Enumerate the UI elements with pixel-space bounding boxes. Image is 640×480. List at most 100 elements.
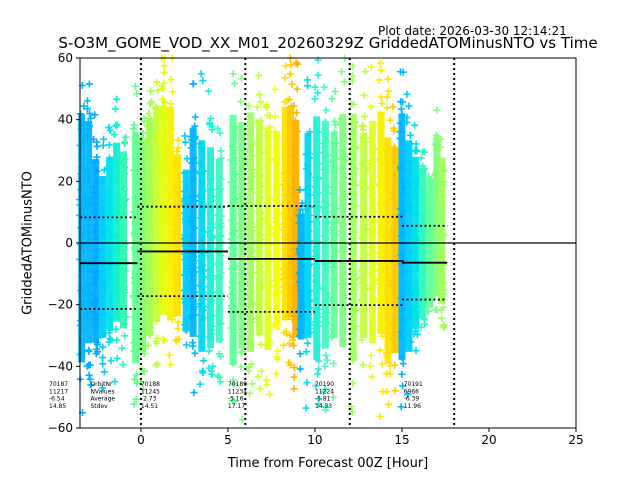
scatter-point [159,84,167,92]
scatter-point [130,125,138,133]
scatter-point [214,124,222,132]
scatter-core-band [292,119,300,336]
scatter-point [368,373,376,381]
scatter-point [121,139,129,147]
scatter-point [296,186,304,194]
orbit-stat-value: 14.51 [141,403,158,410]
scatter-point [99,141,107,149]
scatter-core-band [120,151,128,329]
scatter-point [389,103,397,111]
scatter-point [100,135,108,143]
scatter-point [348,77,356,85]
scatter-point [397,105,405,113]
scatter-point [132,395,140,403]
scatter-point [376,412,384,420]
scatter-point [378,99,386,107]
scatter-point [253,103,261,111]
scatter-point [208,126,216,134]
scatter-core-band [92,158,100,343]
scatter-point [290,364,298,372]
scatter-point [417,154,425,162]
scatter-point [330,360,338,368]
axes-layer: 0 5 10 15 20 25 −60 −40 −20 0 20 40 60 [48,51,584,447]
scatter-point [292,59,300,67]
scatter-point [403,113,411,121]
scatter-point [406,131,414,139]
scatter-column [366,63,378,381]
scatter-point [391,361,399,369]
scatter-point [200,357,208,365]
scatter-column [382,75,394,408]
scatter-core-band [264,129,272,350]
scatter-column [271,85,283,378]
scatter-column [262,101,274,398]
scatter-point [83,105,91,113]
scatter-point [376,346,384,354]
stat-label: Stdev [90,403,108,410]
scatter-point [289,336,297,344]
scatter-point [113,354,121,362]
scatter-core-band [330,132,338,338]
scatter-point [99,384,107,392]
scatter-point [167,76,175,84]
scatter-point [323,356,331,364]
scatter-column [358,68,370,369]
scatter-point [121,332,129,340]
orbit-stat-value: 11245 [141,388,160,395]
y-tick-label: 60 [58,51,73,65]
scatter-point [286,331,294,339]
orbit-stat-value: -6.54 [49,396,65,403]
scatter-point [383,104,391,112]
scatter-point [168,88,176,96]
scatter-point [293,109,301,117]
scatter-point [107,357,115,365]
scatter-point [359,126,367,134]
scatter-point [217,147,225,155]
scatter-core-band [339,114,347,348]
scatter-point [190,389,198,397]
scatter-point [100,368,108,376]
scatter-point [161,98,169,106]
scatter-core-band [273,131,281,330]
scatter-point [412,347,420,355]
scatter-point [397,403,405,411]
scatter-point [87,114,95,122]
scatter-core-band [166,106,174,321]
scatter-point [386,116,394,124]
scatter-point [322,403,330,411]
y-tick-label: −40 [48,359,73,373]
scatter-point [332,121,340,129]
scatter-point [133,379,141,387]
scatter-point [312,382,320,390]
scatter-point [209,362,217,370]
y-tick-label: 20 [58,174,73,188]
scatter-point [85,347,93,355]
scatter-point [174,144,182,152]
scatter-core-band [153,109,161,322]
scatter-core-band [377,111,385,335]
scatter-core-band [99,175,107,338]
scatter-point [113,121,121,129]
scatter-point [191,113,199,121]
scatter-column [227,70,239,406]
scatter-point [263,381,271,389]
scatter-point [111,378,119,386]
scatter-point [294,60,302,68]
scatter-point [84,97,92,105]
scatter-point [245,102,253,110]
scatter-point [154,86,162,94]
scatter-point [321,362,329,370]
scatter-point [199,77,207,85]
scatter-point [286,70,294,78]
scatter-core-band [146,119,154,336]
scatter-point [303,379,311,387]
scatter-point [105,141,113,149]
scatter-point [290,102,298,110]
scatter-point [145,109,153,117]
scatter-point [330,117,338,125]
